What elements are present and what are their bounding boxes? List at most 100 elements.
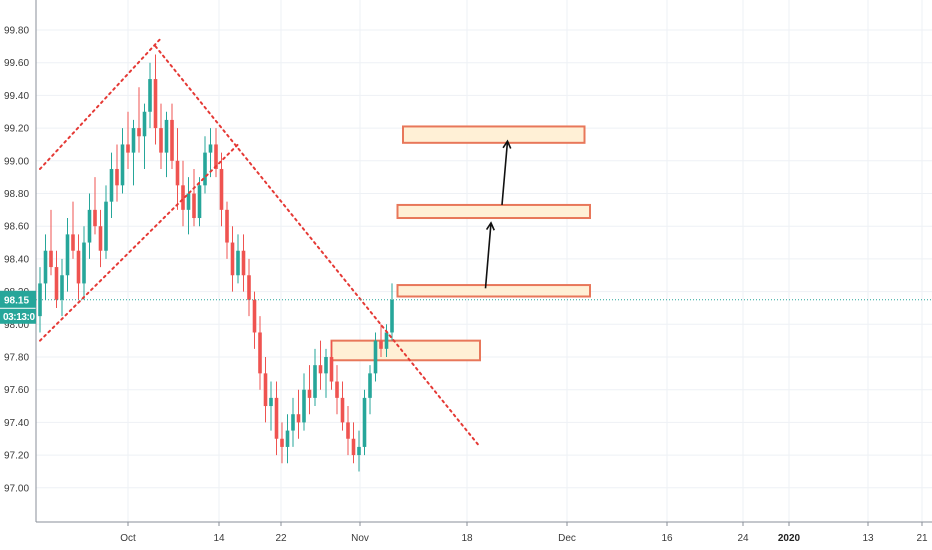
- price-tick-label: 99.80: [4, 26, 29, 37]
- chart-grid: [36, 0, 932, 522]
- candle-body: [148, 79, 152, 112]
- price-tick-label: 97.40: [4, 418, 29, 429]
- candle-body: [126, 144, 130, 153]
- projection-arrows[interactable]: [484, 139, 512, 289]
- candle-body: [87, 209, 92, 243]
- candle-body: [368, 373, 372, 398]
- arrow-head: [485, 221, 495, 231]
- candle-body: [60, 275, 64, 300]
- candle-body: [76, 250, 81, 284]
- price-tick-label: 98.00: [4, 320, 29, 331]
- candle-body: [357, 446, 361, 456]
- price-tick-label: 99.40: [4, 91, 29, 102]
- price-tick-label: 98.60: [4, 222, 29, 233]
- trendlines[interactable]: [39, 37, 481, 448]
- arrow-shaft: [501, 141, 509, 206]
- candle-body: [379, 340, 383, 349]
- price-tick-label: 97.80: [4, 353, 29, 364]
- candle-body: [137, 128, 141, 137]
- candle-body: [263, 373, 268, 407]
- candle-body: [258, 332, 262, 374]
- candle-body: [43, 250, 48, 284]
- candle-body: [351, 438, 356, 456]
- time-tick-label: 24: [737, 533, 749, 544]
- candle-body: [269, 397, 273, 407]
- time-tick-label: Oct: [120, 533, 136, 544]
- trendline[interactable]: [39, 37, 162, 170]
- candle-body: [219, 168, 224, 210]
- candle-body: [291, 414, 295, 431]
- candle-body: [82, 242, 86, 284]
- candle-body: [164, 119, 169, 153]
- price-tick-label: 99.20: [4, 124, 29, 135]
- time-tick-label: 18: [461, 533, 473, 544]
- candle-body: [362, 397, 367, 447]
- candle-body: [329, 357, 334, 382]
- candle-body: [296, 414, 301, 423]
- candle-body: [170, 119, 174, 161]
- candle-body: [203, 152, 207, 186]
- candle-body: [241, 250, 246, 276]
- candle-body: [390, 299, 394, 333]
- price-tick-label: 97.00: [4, 483, 29, 494]
- candle-body: [225, 209, 229, 243]
- candle-body: [71, 234, 75, 251]
- supply-demand-zones[interactable]: [330, 125, 591, 362]
- price-badge-bg: [0, 290, 36, 308]
- price-tick-label: 99.60: [4, 58, 29, 69]
- candle-body: [93, 209, 97, 227]
- countdown-badge-bg: [0, 308, 36, 324]
- candle-body: [346, 422, 350, 439]
- candle-body: [109, 168, 114, 202]
- time-tick-label: 21: [916, 533, 928, 544]
- candle-body: [197, 185, 202, 219]
- bar-countdown-label: 03:13:0: [3, 312, 35, 323]
- price-zone[interactable]: [396, 203, 591, 220]
- arrow-head: [502, 139, 512, 149]
- price-tick-label: 97.60: [4, 385, 29, 396]
- time-tick-label: 13: [862, 533, 874, 544]
- candle-body: [186, 193, 191, 210]
- time-tick-label: 16: [661, 533, 673, 544]
- trendline[interactable]: [154, 45, 481, 448]
- candle-body: [181, 185, 185, 210]
- current-price-label: 98.15: [4, 295, 29, 306]
- candle-body: [384, 332, 389, 349]
- price-axis[interactable]: 99.80 99.60 99.40 99.20 99.00 98.80 98.60 98.40…: [4, 0, 37, 522]
- price-zone[interactable]: [330, 339, 481, 362]
- candle-body: [153, 79, 158, 129]
- candle-body: [252, 299, 257, 333]
- candle-body: [340, 397, 345, 423]
- candle-body: [49, 250, 53, 268]
- time-tick-label: Dec: [558, 533, 576, 544]
- candle-body: [307, 389, 312, 398]
- candle-body: [230, 242, 235, 276]
- price-zone[interactable]: [396, 284, 591, 298]
- price-zone[interactable]: [402, 125, 586, 144]
- price-tick-label: 99.00: [4, 156, 29, 167]
- candle-body: [274, 397, 279, 439]
- candle-body: [65, 234, 70, 276]
- candle-body: [115, 168, 119, 186]
- trendline[interactable]: [39, 143, 239, 342]
- candle-body: [175, 160, 180, 186]
- candle-body: [214, 144, 218, 169]
- candle-body: [120, 144, 125, 186]
- price-tick-label: 98.40: [4, 254, 29, 265]
- candle-body: [142, 111, 147, 137]
- candle-body: [318, 365, 323, 374]
- candle-body: [159, 128, 163, 153]
- time-tick-label: Nov: [351, 533, 369, 544]
- candle-body: [285, 430, 290, 447]
- candle-body: [98, 226, 103, 251]
- price-tick-label: 98.80: [4, 189, 29, 200]
- candle-body: [131, 128, 136, 153]
- candle-body: [335, 381, 339, 398]
- candle-body: [247, 275, 251, 300]
- candlestick-series: [38, 54, 394, 472]
- price-tick-label: 97.20: [4, 451, 29, 462]
- candle-body: [302, 389, 306, 423]
- candle-body: [280, 438, 284, 447]
- time-axis[interactable]: Oct 14 22 Nov 18 Dec 16 24 2020 13 21: [36, 521, 932, 544]
